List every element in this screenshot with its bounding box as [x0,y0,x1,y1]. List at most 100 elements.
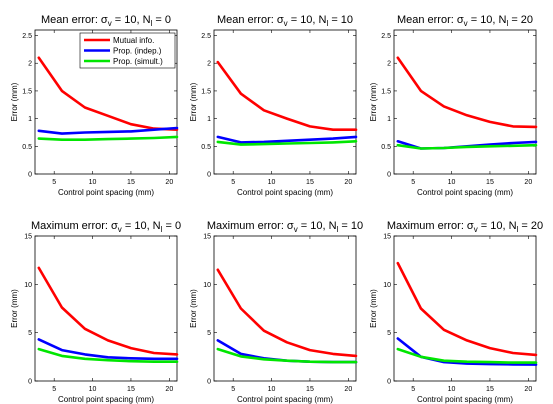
x-tick-label: 10 [268,179,276,186]
x-tick-label: 15 [127,386,135,393]
y-axis-label: Error (mm) [369,82,378,121]
y-axis-label: Error (mm) [369,289,378,328]
chart-title: Mean error: σv = 10, Nl = 10 [217,14,353,28]
chart-title: Mean error: σv = 10, Nl = 0 [41,14,171,28]
legend-entry: Mutual info. [113,36,154,45]
y-tick-label: 0.5 [22,144,32,151]
series-line-prop-indep [216,135,358,144]
y-tick-label: 5 [28,330,32,337]
x-axis-label: Control point spacing (mm) [237,395,333,404]
y-tick-label: 1 [28,116,32,123]
y-tick-label: 15 [383,234,391,241]
y-tick-label: 0 [207,172,211,179]
chart-title: Maximum error: σv = 10, Nl = 20 [387,220,543,234]
chart-panel-5: Maximum error: σv = 10, Nl = 10 0 5 10 15 5 10… [189,220,363,404]
x-tick-label: 5 [52,179,56,186]
y-tick-label: 0 [207,379,211,386]
y-tick-label: 0.5 [201,144,211,151]
x-tick-label: 10 [268,386,276,393]
y-tick-label: 10 [203,282,211,289]
x-tick-label: 5 [231,179,235,186]
y-tick-label: 1 [207,116,211,123]
y-tick-label: 2 [28,61,32,68]
y-tick-label: 0 [28,172,32,179]
x-tick-label: 20 [524,386,532,393]
x-tick-label: 10 [448,386,456,393]
x-tick-label: 20 [344,386,352,393]
x-tick-label: 5 [411,179,415,186]
plot-frame [213,235,357,382]
y-tick-label: 15 [24,234,32,241]
x-axis-label: Control point spacing (mm) [58,395,154,404]
series-line-mutual-info [216,268,358,358]
chart-panel-1: Mean error: σv = 10, Nl = 0 0 0.5 1 1.5 2 2.5 5… [10,14,179,197]
series-line-prop-simult [216,140,358,146]
y-tick-label: 2.5 [201,33,211,40]
x-tick-label: 15 [486,179,494,186]
plot-frame [34,235,178,382]
series-line-mutual-info [37,266,179,356]
x-tick-label: 10 [448,179,456,186]
y-axis-label: Error (mm) [10,82,19,121]
chart-title: Mean error: σv = 10, Nl = 20 [397,14,533,28]
y-tick-label: 2 [207,61,211,68]
x-tick-label: 15 [486,386,494,393]
x-tick-label: 20 [344,179,352,186]
series-line-prop-simult [396,143,538,150]
x-tick-label: 10 [89,386,97,393]
series-line-prop-simult [37,347,179,364]
x-axis-label: Control point spacing (mm) [58,188,154,197]
y-tick-label: 0 [28,379,32,386]
chart-panel-3: Mean error: σv = 10, Nl = 20 0 0.5 1 1.5 2 2.5… [369,14,538,197]
x-axis-label: Control point spacing (mm) [417,188,513,197]
series-line-prop-indep [37,338,179,361]
x-tick-label: 15 [306,386,314,393]
y-tick-label: 0 [387,379,391,386]
y-tick-label: 2 [387,61,391,68]
chart-title: Maximum error: σv = 10, Nl = 0 [31,220,181,234]
y-tick-label: 2.5 [22,33,32,40]
y-tick-label: 10 [24,282,32,289]
y-tick-label: 1.5 [22,88,32,95]
x-tick-label: 5 [52,386,56,393]
plot-frame [393,235,537,382]
plot-frame [213,29,357,175]
series-line-mutual-info [216,60,358,131]
x-tick-label: 20 [524,179,532,186]
x-tick-label: 20 [165,386,173,393]
y-tick-label: 5 [387,330,391,337]
y-tick-label: 1.5 [201,88,211,95]
series-line-prop-simult [396,347,538,364]
chart-panel-4: Maximum error: σv = 10, Nl = 0 0 5 10 15 5 10 1… [10,220,181,404]
legend-entry: Prop. (simult.) [113,57,163,66]
y-tick-label: 15 [203,234,211,241]
series-line-mutual-info [37,56,179,131]
chart-title: Maximum error: σv = 10, Nl = 10 [207,220,363,234]
series-line-prop-simult [37,135,179,141]
x-tick-label: 10 [89,179,97,186]
y-tick-label: 2.5 [381,33,391,40]
y-axis-label: Error (mm) [10,289,19,328]
legend-entry: Prop. (indep.) [113,47,162,56]
legend: Mutual info. Prop. (indep.)Prop. (simult.… [79,32,176,69]
x-tick-label: 5 [411,386,415,393]
y-tick-label: 1.5 [381,88,391,95]
x-tick-label: 20 [165,179,173,186]
x-axis-label: Control point spacing (mm) [417,395,513,404]
series-line-mutual-info [396,261,538,357]
y-tick-label: 0.5 [381,144,391,151]
series-line-prop-simult [216,347,358,364]
chart-panel-6: Maximum error: σv = 10, Nl = 20 0 5 10 15 5 10… [369,220,543,404]
series-line-prop-indep [37,126,179,135]
x-tick-label: 15 [127,179,135,186]
y-axis-label: Error (mm) [189,82,198,121]
x-tick-label: 5 [231,386,235,393]
y-axis-label: Error (mm) [189,289,198,328]
y-tick-label: 1 [387,116,391,123]
plot-frame [393,29,537,175]
x-tick-label: 15 [306,179,314,186]
y-tick-label: 0 [387,172,391,179]
y-tick-label: 5 [207,330,211,337]
chart-panel-2: Mean error: σv = 10, Nl = 10 0 0.5 1 1.5 2 2.5… [189,14,358,197]
